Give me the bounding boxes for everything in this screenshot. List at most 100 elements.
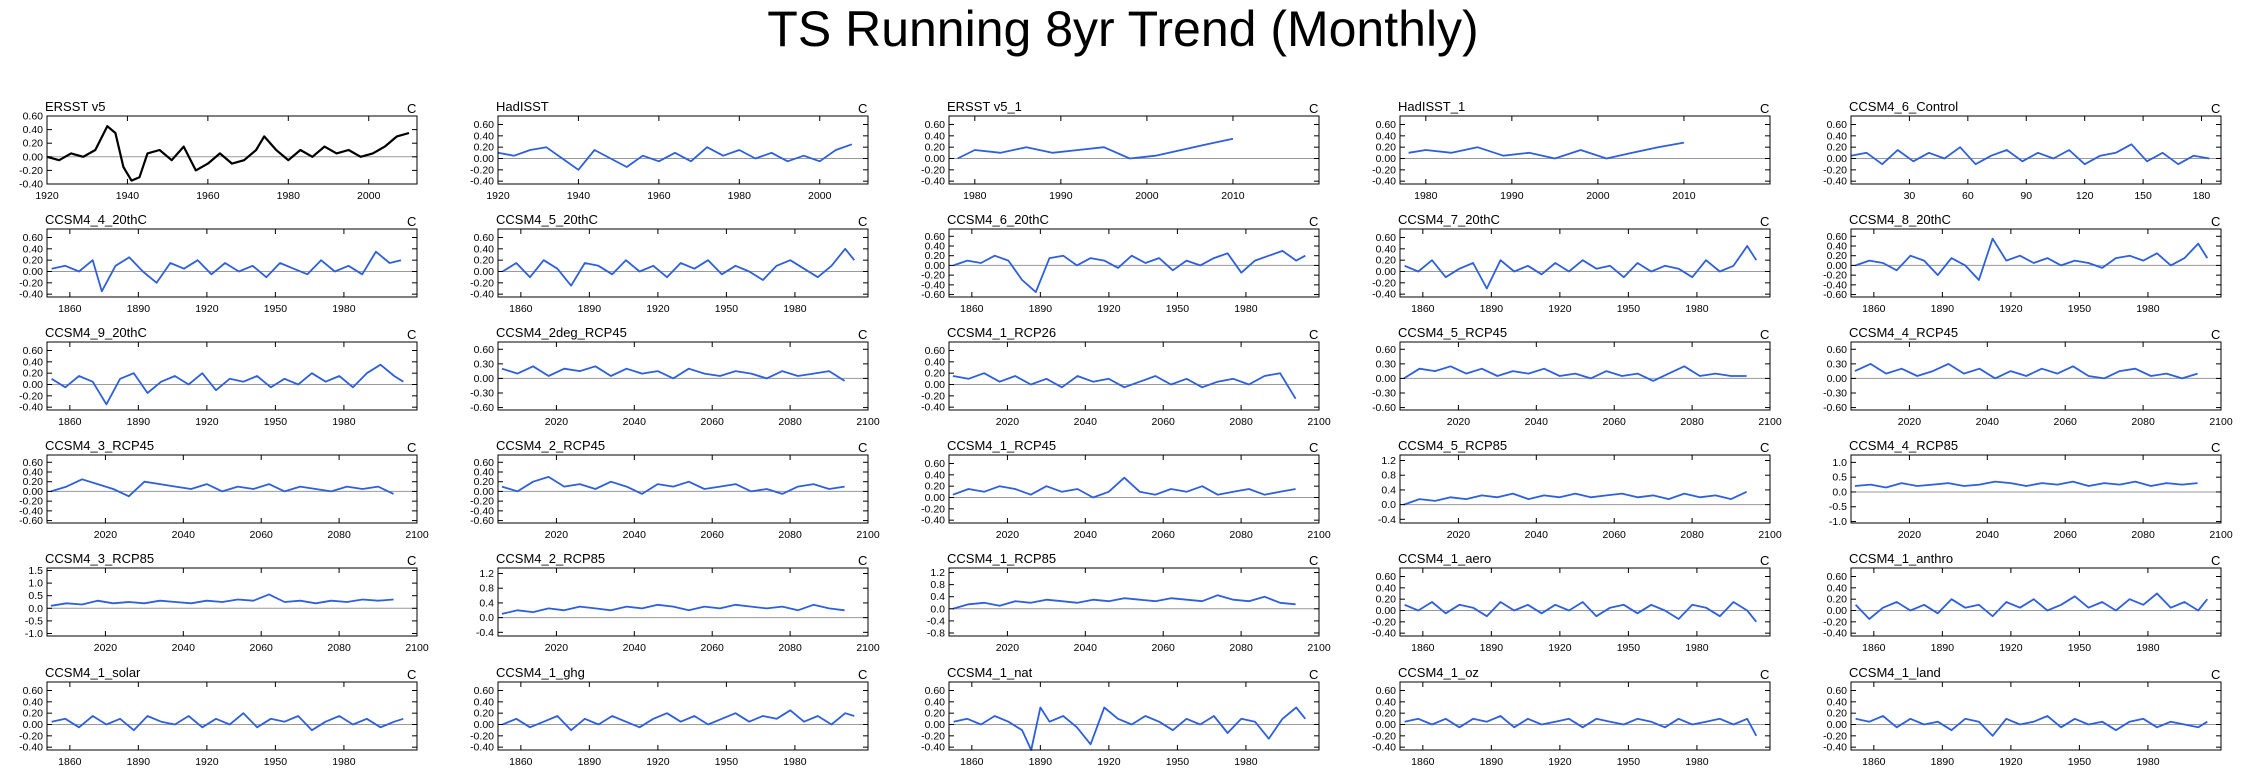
panel-ccsm4-1-nat: CCSM4_1_nat C -0.40 -0.20 0.00 0.20 0.40 0.60 18… [921, 666, 1320, 768]
y-tick-label: 0.60 [925, 458, 946, 470]
x-tick-label: 2080 [327, 642, 351, 654]
y-tick-label: -0.20 [470, 277, 494, 289]
x-tick-label: 1980 [783, 303, 807, 315]
x-tick-label: 2020 [996, 416, 1020, 428]
x-tick-label: 2040 [1976, 529, 2000, 541]
x-tick-label: 2080 [2131, 416, 2155, 428]
series-line [957, 137, 1234, 160]
x-tick-label: 2080 [1229, 416, 1253, 428]
y-tick-label: 0.20 [474, 142, 495, 154]
x-tick-label: 1890 [1931, 642, 1955, 654]
x-tick-label: 1920 [646, 303, 670, 315]
panel-plot: -1.0-0.50.00.51.01.5 2020 2040 2060 2080 2100 [25, 565, 429, 654]
y-tick-label: 0.60 [1827, 231, 1848, 243]
y-tick-label: 0.00 [23, 719, 44, 731]
y-tick-label: 0.40 [23, 243, 44, 255]
panel-units: C [858, 327, 868, 342]
panel-ccsm4-1-ghg: CCSM4_1_ghg C -0.40 -0.20 0.00 0.20 0.40 0.60 18… [470, 666, 869, 768]
x-tick-label: 1890 [127, 303, 151, 315]
y-tick-label: -0.8 [927, 627, 945, 639]
y-tick-label: 0.00 [474, 266, 495, 278]
panel-plot: -0.40-0.200.000.200.400.60 2020 2040 2060 20… [921, 454, 1331, 541]
panel-plot: -0.40-0.200.000.200.400.60 1860 1890 1920 19… [1823, 681, 2222, 768]
x-tick-label: 1890 [1480, 303, 1504, 315]
y-tick-label: -0.5 [1829, 501, 1847, 513]
y-tick-label: -0.40 [921, 279, 945, 291]
x-tick-label: 1920 [1548, 303, 1572, 315]
y-tick-label: -0.20 [1372, 730, 1396, 742]
panel-units: C [2211, 440, 2221, 455]
panel-title: CCSM4_1_oz [1398, 665, 1479, 680]
y-tick-label: 0.0 [1381, 499, 1396, 511]
panel-title: HadISST [496, 99, 549, 114]
y-tick-label: 0.60 [23, 232, 44, 244]
series-line [1404, 601, 1758, 623]
x-tick-label: 1860 [1411, 642, 1435, 654]
plot-frame [497, 341, 869, 411]
y-tick-label: 0.20 [925, 250, 946, 262]
panel-units: C [1760, 667, 1770, 682]
series-line [1850, 143, 2210, 166]
y-tick-label: -0.20 [19, 730, 43, 742]
x-tick-label: 2100 [405, 642, 429, 654]
y-tick-label: 0.20 [1827, 250, 1848, 262]
plot-frame [1399, 115, 1771, 185]
panel-plot: -0.40 -0.20 0.000.20 0.400.60 1920 1940 1960 19… [19, 111, 418, 202]
panel-plot: -0.40-0.200.000.200.400.60 1860 1890 1920 19… [19, 228, 418, 315]
x-tick-label: 2080 [327, 529, 351, 541]
y-tick-label: 0.20 [1827, 142, 1848, 154]
panel-title: CCSM4_4_RCP45 [1849, 325, 1959, 340]
x-tick-label: 2100 [1758, 416, 1782, 428]
x-tick-label: 1890 [578, 303, 602, 315]
y-tick-label: 0.20 [474, 708, 495, 720]
plot-frame [1399, 567, 1771, 637]
x-tick-label: 2040 [1074, 416, 1098, 428]
y-tick-label: 0.40 [23, 356, 44, 368]
y-tick-label: 0.40 [925, 696, 946, 708]
x-tick-label: 2080 [1680, 529, 1704, 541]
y-tick-label: 0.00 [23, 266, 44, 278]
x-tick-label: 1860 [1862, 642, 1886, 654]
panel-title: CCSM4_8_20thC [1849, 212, 1951, 227]
panel-units: C [1309, 667, 1319, 682]
plot-frame [46, 681, 418, 751]
x-tick-label: 1860 [1862, 756, 1886, 768]
y-tick-label: 0.00 [23, 486, 44, 498]
y-tick-label: 0.00 [1827, 153, 1848, 165]
x-tick-label: 2040 [1525, 416, 1549, 428]
x-tick-label: 1860 [58, 303, 82, 315]
x-tick-label: 1890 [1029, 303, 1053, 315]
x-tick-label: 1950 [264, 303, 288, 315]
x-tick-label: 1860 [1411, 303, 1435, 315]
y-tick-label: -0.40 [470, 505, 494, 517]
x-tick-label: 2060 [250, 642, 274, 654]
y-tick-label: -0.20 [470, 730, 494, 742]
plot-frame [948, 681, 1320, 751]
x-tick-label: 1890 [1931, 756, 1955, 768]
x-tick-label: 1920 [195, 756, 219, 768]
x-tick-label: 60 [1962, 190, 1974, 202]
y-tick-label: -0.20 [921, 164, 945, 176]
y-tick-label: -0.40 [1823, 628, 1847, 640]
y-tick-label: -0.20 [19, 277, 43, 289]
y-tick-label: 0.4 [930, 591, 945, 603]
y-tick-label: -1.0 [1829, 516, 1847, 528]
x-tick-label: 1960 [647, 190, 671, 202]
y-tick-label: 0.00 [474, 153, 495, 165]
panel-units: C [407, 214, 417, 229]
plot-frame [1850, 681, 2222, 751]
y-tick-label: 0.20 [925, 368, 946, 380]
panel-ccsm4-5-rcp85: CCSM4_5_RCP85 C -0.4 0.0 0.4 0.8 1.2 2020 2040 20… [1378, 439, 1782, 542]
panel-title: CCSM4_1_nat [947, 665, 1033, 680]
y-tick-label: -0.40 [1823, 742, 1847, 754]
x-tick-label: 1940 [116, 190, 140, 202]
x-tick-label: 2080 [778, 642, 802, 654]
x-tick-label: 1990 [1049, 190, 1073, 202]
y-tick-label: 0.4 [479, 597, 494, 609]
panel-ccsm4-6-20thc: CCSM4_6_20thC C -0.60 -0.40 -0.20 0.00 0.20 0.4… [921, 213, 1320, 315]
x-tick-label: 1980 [2136, 642, 2160, 654]
panel-units: C [407, 667, 417, 682]
panel-ccsm4-1-land: CCSM4_1_land C -0.40 -0.20 0.00 0.20 0.40 0.60 1… [1823, 666, 2222, 768]
panel-title: CCSM4_5_RCP85 [1398, 438, 1508, 453]
y-tick-label: 0.60 [1827, 344, 1848, 356]
